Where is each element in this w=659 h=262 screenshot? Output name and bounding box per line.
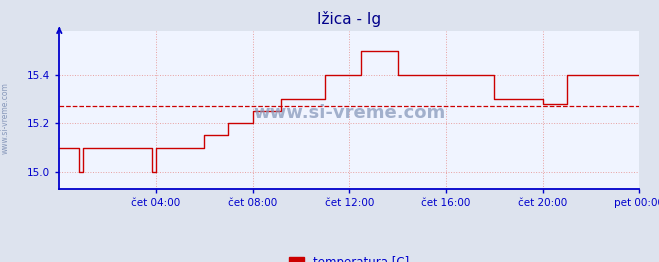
Legend: temperatura [C]: temperatura [C] <box>285 252 414 262</box>
Title: Ižica - Ig: Ižica - Ig <box>317 12 382 28</box>
Text: www.si-vreme.com: www.si-vreme.com <box>253 104 445 122</box>
Text: www.si-vreme.com: www.si-vreme.com <box>1 82 10 154</box>
